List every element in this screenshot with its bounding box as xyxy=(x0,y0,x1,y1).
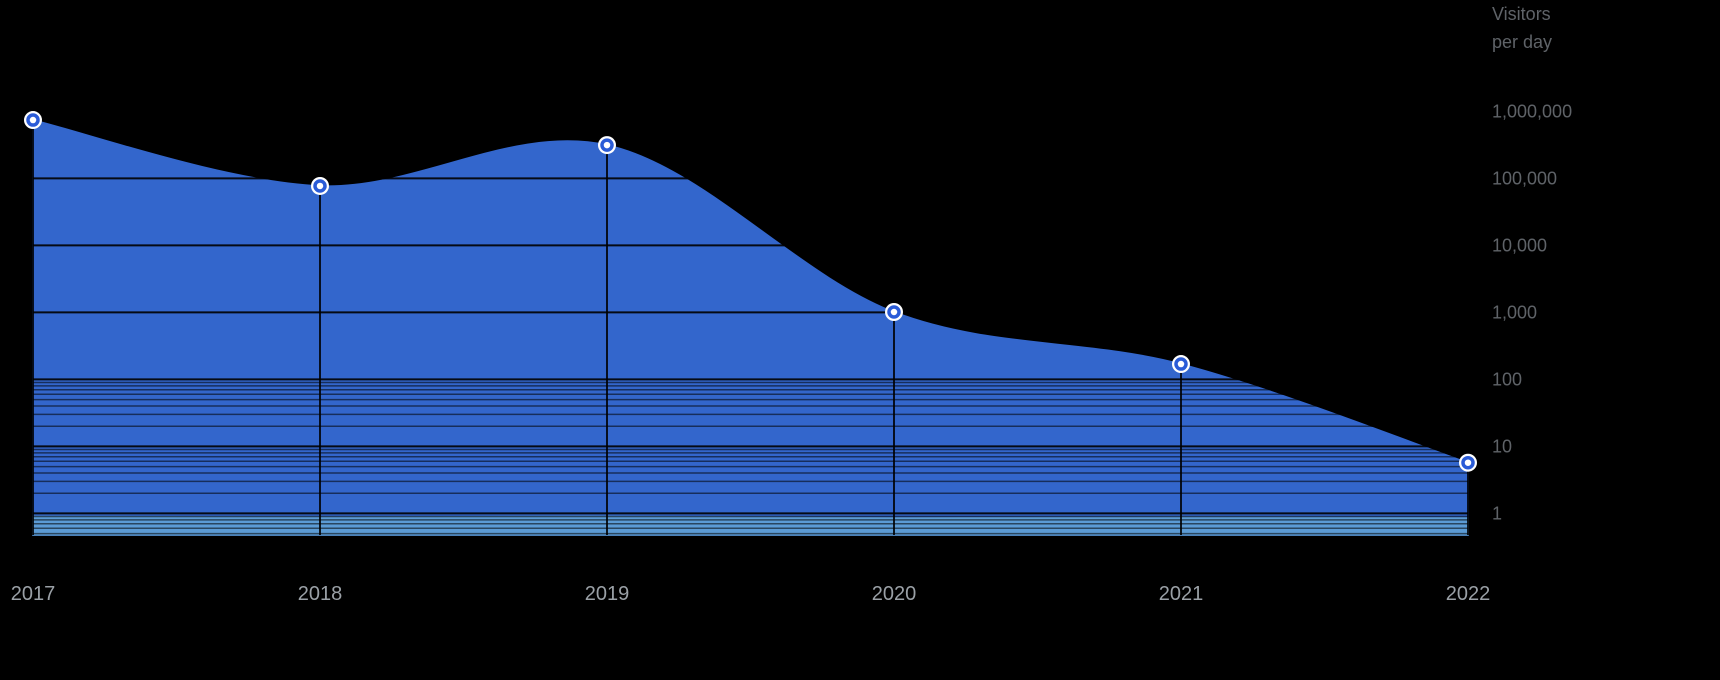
y-axis-tick-label: 1,000 xyxy=(1492,302,1537,322)
data-point-marker[interactable] xyxy=(1459,453,1477,472)
data-point-marker[interactable] xyxy=(24,111,42,130)
y-axis-tick-label: 1 xyxy=(1492,503,1502,523)
marker-ring xyxy=(887,305,901,319)
data-point-marker[interactable] xyxy=(885,302,903,321)
y-axis-tick-label: 100,000 xyxy=(1492,168,1557,188)
x-axis-label: 2021 xyxy=(1159,583,1204,605)
area-series-visitors xyxy=(32,119,1469,536)
y-axis-tick-label: 1,000,000 xyxy=(1492,101,1572,121)
y-axis-title-line-2: per day xyxy=(1492,32,1552,52)
y-axis-tick-label: 100 xyxy=(1492,369,1522,389)
x-axis-label: 2020 xyxy=(872,583,917,605)
marker-ring xyxy=(1174,357,1188,371)
data-point-marker[interactable] xyxy=(1172,355,1190,374)
y-axis-tick-label: 10,000 xyxy=(1492,235,1547,255)
marker-ring xyxy=(26,113,40,127)
x-axis-label: 2017 xyxy=(11,583,56,605)
area-series-baseline xyxy=(32,515,1469,536)
x-axis-label: 2018 xyxy=(298,583,343,605)
y-axis-title-line-1: Visitors xyxy=(1492,4,1551,24)
marker-ring xyxy=(1461,455,1475,470)
x-axis-label: 2022 xyxy=(1446,583,1491,605)
marker-ring xyxy=(600,138,614,152)
x-axis-label: 2019 xyxy=(585,583,630,605)
data-point-marker[interactable] xyxy=(311,176,329,195)
data-point-marker[interactable] xyxy=(598,136,616,155)
marker-ring xyxy=(313,179,327,193)
y-axis-tick-label: 10 xyxy=(1492,436,1512,456)
